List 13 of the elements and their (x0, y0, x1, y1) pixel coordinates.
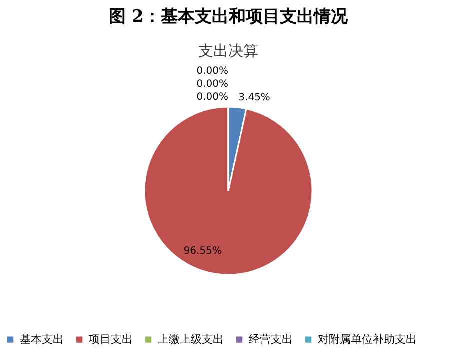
chart-subtitle: 支出决算 (198, 42, 258, 60)
chart-title: 图 2：基本支出和项目支出情况 (109, 7, 349, 27)
data-label: 3.45% (238, 92, 270, 104)
text: 0.00% (196, 66, 228, 77)
legend-label: 基本支出 (20, 332, 64, 346)
legend-label: 项目支出 (89, 332, 133, 346)
legend-label: 对附属单位补助支出 (318, 332, 417, 346)
pie-slice (144, 106, 314, 276)
legend-label: 上缴上级支出 (158, 332, 224, 346)
text: 0.00% (196, 79, 228, 90)
data-label: 96.55% (184, 246, 222, 258)
text: 0.00% (196, 92, 228, 103)
legend-label: 经营支出 (249, 332, 293, 346)
